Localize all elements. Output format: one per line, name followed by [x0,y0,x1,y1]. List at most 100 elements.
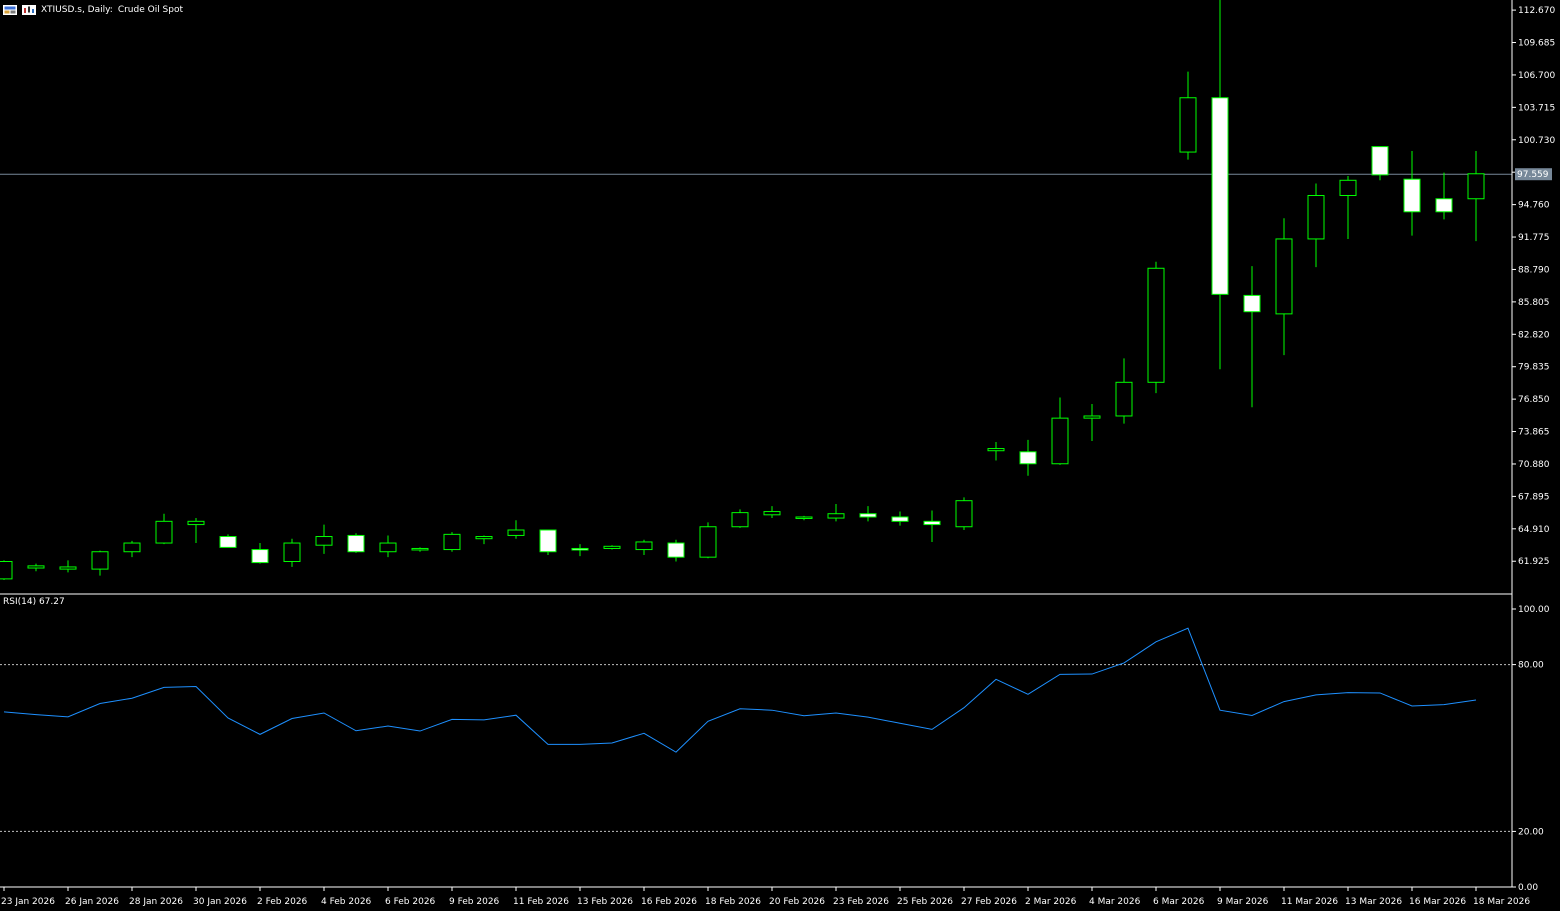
price-tick-label: 88.790 [1518,265,1550,275]
candle[interactable] [0,560,13,580]
time-tick-label: 6 Feb 2026 [385,897,436,907]
candle[interactable] [987,442,1005,461]
candle[interactable] [1019,439,1037,476]
candle[interactable] [443,532,461,552]
bear-candle-body [923,520,941,526]
candle[interactable] [1435,172,1453,220]
candle[interactable] [251,543,269,564]
candle[interactable] [763,506,781,519]
bear-candle-body [1403,178,1421,213]
bull-candle-body [187,520,205,526]
rsi-pane[interactable] [0,627,1512,832]
candle[interactable] [1339,175,1357,239]
candle[interactable] [1211,0,1229,370]
price-tick-label: 79.835 [1518,363,1550,373]
candle[interactable] [571,544,589,557]
bear-candle-body [1211,97,1229,295]
time-tick-label: 4 Feb 2026 [321,897,372,907]
price-tick-label: 106.700 [1518,71,1555,81]
candle[interactable] [507,520,525,539]
candle[interactable] [123,540,141,558]
candle[interactable] [1179,71,1197,160]
candle[interactable] [155,513,173,545]
candle[interactable] [283,538,301,567]
time-tick-label: 23 Feb 2026 [833,897,889,907]
candle[interactable] [891,511,909,526]
candle[interactable] [1403,150,1421,236]
candle[interactable] [1371,146,1389,181]
bear-candle-body [539,529,557,553]
price-tick-label: 85.805 [1518,298,1550,308]
candle[interactable] [1307,183,1325,268]
candle[interactable] [91,550,109,576]
time-tick-label: 28 Jan 2026 [129,897,183,907]
rsi-line[interactable] [3,627,1477,753]
candle[interactable] [1275,218,1293,356]
candle[interactable] [27,563,45,572]
bull-candle-body [1275,238,1293,315]
candle[interactable] [923,510,941,542]
candle[interactable] [1467,150,1485,242]
price-tick-label: 103.715 [1518,103,1555,113]
price-tick-label: 61.925 [1518,557,1550,567]
candle[interactable] [667,539,685,562]
bear-candle-body [859,513,877,518]
candle[interactable] [219,534,237,548]
candle[interactable] [347,533,365,553]
candle[interactable] [827,503,845,522]
time-tick-label: 2 Mar 2026 [1025,897,1077,907]
bull-candle-body [1147,267,1165,383]
candle[interactable] [955,497,973,531]
rsi-tick-label: 100.00 [1518,605,1550,615]
bull-candle-body [1339,179,1357,196]
bull-candle-body [1115,381,1133,417]
time-tick-label: 25 Feb 2026 [897,897,953,907]
candle[interactable] [1051,397,1069,465]
candle[interactable] [1115,358,1133,424]
bear-candle-body [1019,451,1037,465]
candle[interactable] [731,509,749,528]
bull-candle-body [1051,417,1069,465]
timeframe-icon[interactable] [22,5,36,15]
symbol-label: XTIUSD.s, Daily: [41,5,113,15]
rsi-tick-label: 0.00 [1518,883,1538,893]
time-tick-label: 18 Feb 2026 [705,897,761,907]
price-tick-label: 91.775 [1518,233,1550,243]
bull-candle-body [27,565,45,569]
candle[interactable] [859,506,877,522]
price-tick-label: 70.880 [1518,460,1550,470]
candle[interactable] [315,524,333,554]
price-tick-label: 94.760 [1518,201,1550,211]
candle[interactable] [795,515,813,521]
bull-candle-body [827,513,845,519]
candle[interactable] [187,518,205,544]
time-tick-label: 4 Mar 2026 [1089,897,1141,907]
chart-window-icon[interactable] [3,5,17,15]
price-pane[interactable] [0,0,1512,580]
candle[interactable] [603,545,621,550]
candle[interactable] [1147,261,1165,394]
candle[interactable] [379,535,397,558]
time-tick-label: 20 Feb 2026 [769,897,825,907]
bull-candle-body [475,536,493,540]
candle[interactable] [539,529,557,555]
candle[interactable] [1243,266,1261,408]
candle[interactable] [411,547,429,552]
price-tick-label: 112.670 [1518,6,1555,16]
bull-candle-body [955,500,973,528]
bull-candle-body [699,526,717,558]
price-tick-label: 76.850 [1518,395,1550,405]
bull-candle-body [91,551,109,570]
candle[interactable] [1083,404,1101,441]
price-tick-label: 82.820 [1518,330,1550,340]
bull-candle-body [411,547,429,551]
time-tick-label: 9 Feb 2026 [449,897,500,907]
candle[interactable] [635,539,653,555]
candle[interactable] [59,560,77,573]
candle[interactable] [699,522,717,559]
current-price-badge [1515,168,1552,181]
time-tick-label: 13 Feb 2026 [577,897,633,907]
candle[interactable] [475,535,493,545]
bear-candle-body [891,516,909,522]
